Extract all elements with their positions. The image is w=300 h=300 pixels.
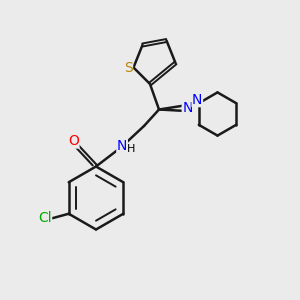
Text: N: N [182,101,193,115]
Text: O: O [68,134,79,148]
Text: N: N [192,93,202,106]
Text: N: N [117,139,127,152]
Text: H: H [127,144,136,154]
Text: Cl: Cl [38,211,52,225]
Text: S: S [124,61,133,74]
